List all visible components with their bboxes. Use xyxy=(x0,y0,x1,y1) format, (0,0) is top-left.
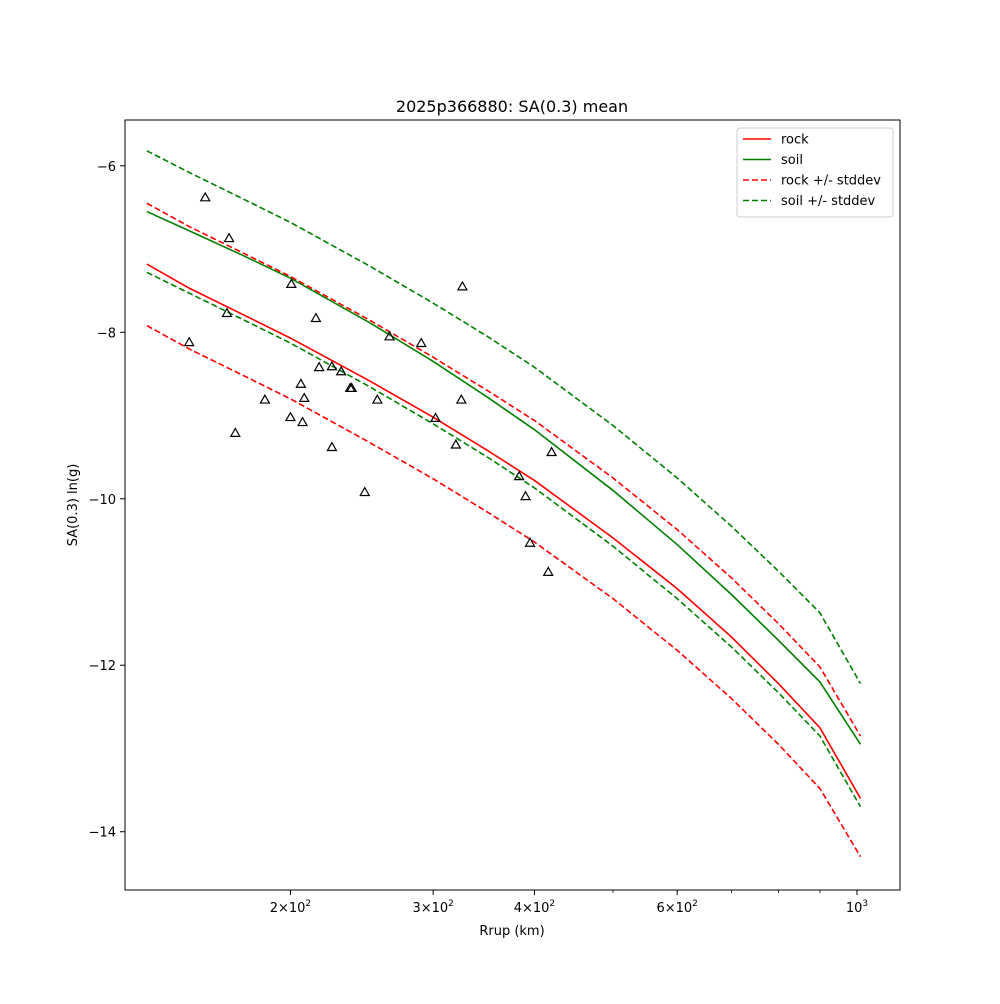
observation-point xyxy=(524,537,536,547)
observation-point xyxy=(285,278,297,288)
observation-point xyxy=(221,307,233,318)
observation-point xyxy=(199,191,211,202)
observation-point xyxy=(546,446,558,457)
observation-point xyxy=(455,393,467,404)
series-line-soil-stddev-4 xyxy=(146,150,862,684)
x-tick-label: 3×102 xyxy=(412,899,453,916)
observation-point xyxy=(513,470,525,481)
observation-point xyxy=(297,416,309,427)
observation-point xyxy=(371,393,383,404)
axes-frame xyxy=(124,119,901,891)
legend: rock soil rock +/- stddev soil +/- stddev xyxy=(736,127,894,218)
observation-point xyxy=(359,486,371,497)
observation-point xyxy=(259,393,271,404)
y-tick-label: −8 xyxy=(97,326,116,341)
observation-point xyxy=(284,411,296,422)
observation-point xyxy=(313,361,325,372)
observation-point xyxy=(295,378,307,388)
observation-point xyxy=(229,427,241,437)
observation-point xyxy=(429,412,442,422)
y-axis-label: SA(0.3) ln(g) xyxy=(66,464,81,547)
observation-point xyxy=(298,392,310,403)
series-line-soil-stddev-5 xyxy=(146,271,862,808)
legend-label: rock xyxy=(781,133,809,148)
series-line-rock-stddev-2 xyxy=(146,202,862,737)
observation-point xyxy=(326,441,338,452)
legend-label: soil xyxy=(781,153,803,168)
legend-label: soil +/- stddev xyxy=(781,194,876,209)
legend-box xyxy=(736,127,894,218)
observation-point xyxy=(542,566,554,576)
observation-point xyxy=(310,312,322,323)
x-tick-label: 4×102 xyxy=(514,899,555,916)
observation-point xyxy=(223,232,235,243)
chart-title: 2025p366880: SA(0.3) mean xyxy=(396,97,628,116)
y-tick-label: −6 xyxy=(97,160,116,175)
observation-point xyxy=(415,337,427,348)
x-tick-label: 2×102 xyxy=(270,899,311,916)
y-tick-label: −14 xyxy=(89,826,116,841)
observation-point xyxy=(183,336,195,347)
observation-point xyxy=(456,280,468,291)
plot-area xyxy=(146,150,862,858)
x-axis-label: Rrup (km) xyxy=(479,924,544,939)
y-tick-label: −10 xyxy=(89,493,116,508)
observation-point xyxy=(346,382,358,393)
observation-point xyxy=(335,365,347,376)
observation-point xyxy=(326,360,338,371)
observation-point xyxy=(450,438,462,449)
y-tick-label: −12 xyxy=(89,659,116,674)
series-line-soil-1 xyxy=(146,210,862,745)
y-axis-ticks: −6 −8 −10 −12 −14 xyxy=(89,160,125,841)
x-axis-ticks: 2×102 3×102 4×102 6×102 103 xyxy=(270,890,868,916)
series-line-rock-0 xyxy=(146,263,862,799)
series-line-rock-stddev-3 xyxy=(146,324,862,858)
legend-label: rock +/- stddev xyxy=(781,174,881,189)
observation-point xyxy=(383,330,396,341)
observation-point xyxy=(519,490,532,501)
x-tick-label: 103 xyxy=(846,899,868,916)
x-tick-label: 6×102 xyxy=(656,899,697,916)
